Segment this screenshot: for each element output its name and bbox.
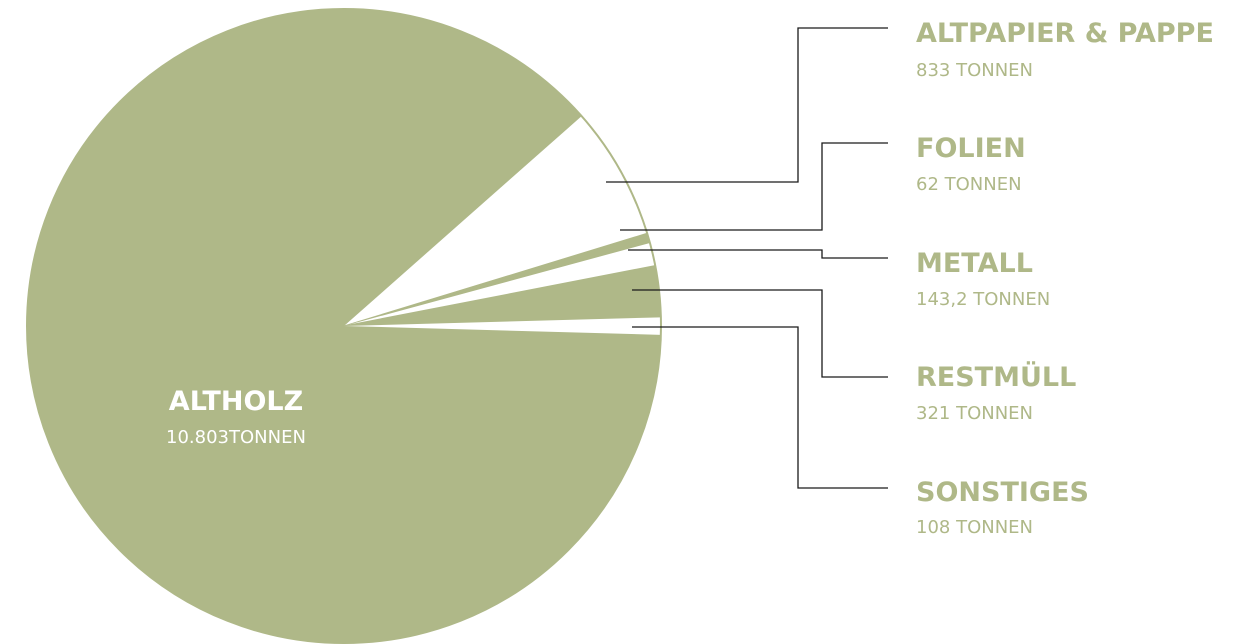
leader-line-1 [606, 27, 888, 183]
legend-name-1: ALTPAPIER & PAPPE [916, 18, 1214, 49]
legend-name-2: FOLIEN [916, 133, 1026, 164]
leader-line-4 [632, 289, 888, 378]
pie-slice-3 [344, 242, 656, 326]
legend-value-3: 143,2 TONNEN [916, 289, 1050, 310]
pie-slices [26, 8, 662, 644]
leader-line-2 [620, 142, 888, 231]
legend-value-1: 833 TONNEN [916, 60, 1033, 81]
legend-value-2: 62 TONNEN [916, 174, 1022, 195]
legend-name-5: SONSTIGES [916, 477, 1089, 508]
main-slice-name: ALTHOLZ [169, 386, 303, 417]
leader-lines [606, 27, 888, 489]
slice-labels: ALTPAPIER & PAPPE 833 TONNEN FOLIEN 62 TONN… [916, 18, 1214, 538]
pie-slice-5 [344, 317, 661, 335]
legend-value-5: 108 TONNEN [916, 517, 1033, 538]
legend-value-4: 321 TONNEN [916, 403, 1033, 424]
leader-line-3 [628, 249, 888, 259]
legend-name-3: METALL [916, 248, 1033, 279]
legend-name-4: RESTMÜLL [916, 360, 1076, 393]
main-slice-label: ALTHOLZ 10.803TONNEN [166, 386, 306, 448]
main-slice-value: 10.803TONNEN [166, 427, 306, 448]
leader-line-5 [632, 326, 888, 489]
pie-outline [26, 8, 662, 644]
pie-slice-1 [344, 116, 648, 327]
